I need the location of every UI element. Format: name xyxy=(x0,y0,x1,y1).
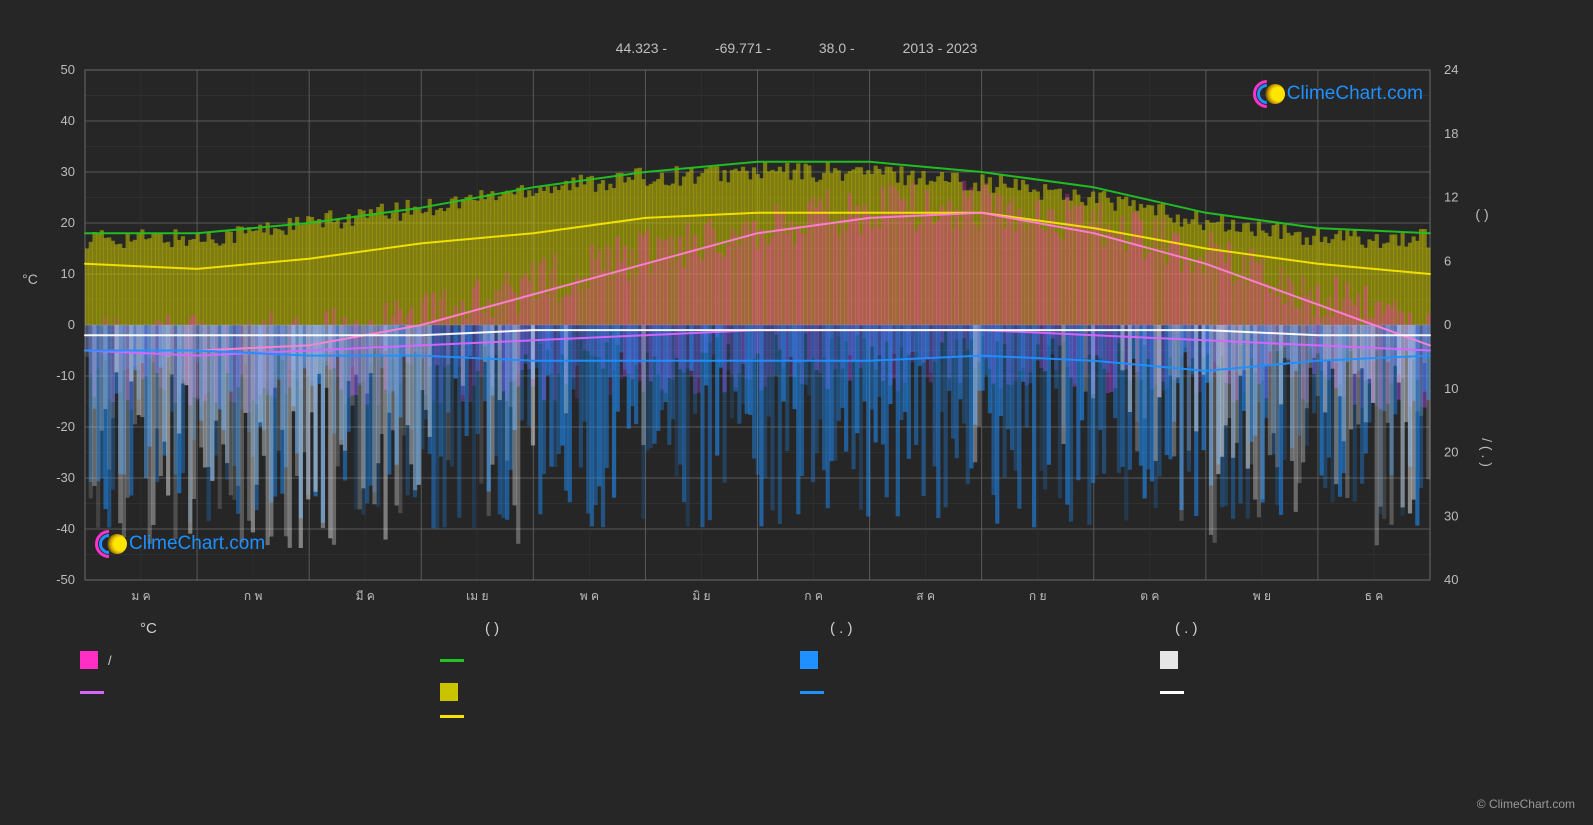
legend-swatch xyxy=(1160,691,1184,694)
brand-mark-icon xyxy=(1253,80,1281,108)
svg-text:24: 24 xyxy=(1444,62,1458,77)
legend-item xyxy=(440,715,800,718)
svg-text:0: 0 xyxy=(68,317,75,332)
svg-text:ก ค: ก ค xyxy=(804,589,823,603)
legend-swatch xyxy=(440,683,458,701)
legend-header: ( . ) xyxy=(830,620,1175,637)
legend-item xyxy=(440,683,800,701)
svg-text:ต ค: ต ค xyxy=(1140,589,1159,603)
legend-item xyxy=(1160,715,1520,718)
svg-text:มิ ย: มิ ย xyxy=(692,589,710,603)
legend-swatch xyxy=(1160,651,1178,669)
legend-item xyxy=(1160,651,1520,669)
legend-item xyxy=(800,683,1160,701)
legend-swatch xyxy=(800,651,818,669)
legend-swatch xyxy=(440,659,464,662)
svg-text:ส ค: ส ค xyxy=(916,589,935,603)
svg-text:10: 10 xyxy=(1444,381,1458,396)
svg-text:20: 20 xyxy=(61,215,75,230)
svg-text:30: 30 xyxy=(61,164,75,179)
svg-text:10: 10 xyxy=(61,266,75,281)
meta-lon: -69.771 - xyxy=(715,40,771,56)
meta-lat: 44.323 - xyxy=(616,40,667,56)
svg-text:( ): ( ) xyxy=(1475,206,1488,222)
svg-text:มี ค: มี ค xyxy=(356,589,375,603)
svg-text:12: 12 xyxy=(1444,190,1458,205)
legend-swatch xyxy=(440,715,464,718)
svg-text:ก ย: ก ย xyxy=(1029,589,1047,603)
svg-text:ธ ค: ธ ค xyxy=(1365,589,1384,603)
svg-text:30: 30 xyxy=(1444,508,1458,523)
svg-text:40: 40 xyxy=(1444,572,1458,587)
legend-swatch xyxy=(800,691,824,694)
svg-text:°C: °C xyxy=(22,271,38,287)
legend-item xyxy=(80,715,440,718)
svg-text:ม ค: ม ค xyxy=(131,589,150,603)
climate-chart: -50 -40 -30 -20 -10 0 10 20 30 40 50 °C 0 6 12 18 24 10 20… xyxy=(0,0,1593,825)
legend-item xyxy=(1160,683,1520,701)
legend-item xyxy=(800,715,1160,718)
svg-text:-50: -50 xyxy=(56,572,75,587)
svg-text:40: 40 xyxy=(61,113,75,128)
svg-text:50: 50 xyxy=(61,62,75,77)
svg-text:20: 20 xyxy=(1444,445,1458,460)
brand-name: ClimeChart.com xyxy=(1287,83,1423,105)
svg-text:ก พ: ก พ xyxy=(244,589,263,603)
svg-text:18: 18 xyxy=(1444,126,1458,141)
brand-name: ClimeChart.com xyxy=(129,533,265,555)
svg-text:6: 6 xyxy=(1444,253,1451,268)
chart-meta: 44.323 - -69.771 - 38.0 - 2013 - 2023 xyxy=(0,40,1593,56)
legend-headers: °C ( ) ( . ) ( . ) xyxy=(80,620,1520,637)
legend-header: ( ) xyxy=(485,620,830,637)
legend-item xyxy=(800,651,1160,669)
legend-item: / xyxy=(80,651,440,669)
svg-text:/ ( . ): / ( . ) xyxy=(1479,438,1495,467)
legend-header: ( . ) xyxy=(1175,620,1520,637)
svg-text:พ ย: พ ย xyxy=(1253,589,1271,603)
meta-elev: 38.0 - xyxy=(819,40,855,56)
brand-logo-top: ClimeChart.com xyxy=(1253,80,1423,108)
svg-text:-10: -10 xyxy=(56,368,75,383)
svg-text:-40: -40 xyxy=(56,521,75,536)
svg-text:-30: -30 xyxy=(56,470,75,485)
meta-years: 2013 - 2023 xyxy=(903,40,978,56)
legend-swatch xyxy=(80,691,104,694)
brand-logo-bottom: ClimeChart.com xyxy=(95,530,265,558)
legend: °C ( ) ( . ) ( . ) / xyxy=(80,620,1520,718)
legend-label: / xyxy=(108,653,112,668)
svg-text:-20: -20 xyxy=(56,419,75,434)
svg-text:0: 0 xyxy=(1444,317,1451,332)
svg-text:เม ย: เม ย xyxy=(466,589,488,603)
svg-text:พ ค: พ ค xyxy=(580,589,599,603)
brand-mark-icon xyxy=(95,530,123,558)
legend-swatch xyxy=(80,651,98,669)
copyright: © ClimeChart.com xyxy=(1477,797,1575,811)
legend-item xyxy=(80,683,440,701)
legend-header: °C xyxy=(140,620,485,637)
legend-item xyxy=(440,651,800,669)
